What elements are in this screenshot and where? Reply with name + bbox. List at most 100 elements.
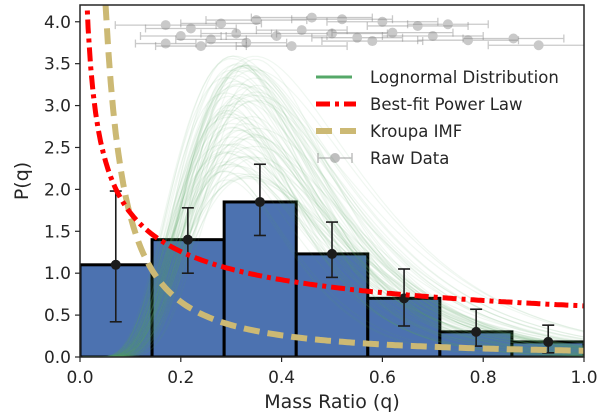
raw-data-point-23 [321,36,424,47]
lognormal-curve [82,170,584,357]
raw-data-marker [241,37,252,48]
legend-label-raw-data: Raw Data [370,149,449,168]
lognormal-curve [82,151,584,357]
x-tick-label-2: 0.2 [167,368,194,388]
kroupa-imf-line [102,5,584,354]
raw-data-marker [533,40,544,51]
lognormal-curve [82,69,584,357]
raw-data-marker [427,31,438,42]
lognormal-curve [82,57,584,357]
raw-data-point-17 [331,27,454,38]
lognormal-curve [82,110,584,357]
lognormal-curve [82,76,584,357]
legend-label-power-law: Best-fit Power Law [370,95,523,114]
lognormal-curve [82,86,584,357]
lognormal-curve [82,179,584,357]
lognormal-curve [82,77,584,357]
y-tick-label-6: 2.5 [44,138,71,158]
raw-data-point-24 [417,35,520,46]
lognormal-curve [82,143,584,357]
lognormal-curve [82,64,584,357]
x-tick-label-1: 0.0 [66,368,93,388]
lognormal-curve [82,83,584,357]
lognormal-curve [82,136,584,357]
raw-data-marker [327,28,337,39]
x-axis-label: Mass Ratio (q) [264,391,400,413]
raw-data-point-26 [487,40,584,51]
power-law-line [84,5,584,309]
legend: Lognormal Distribution Best-fit Power La… [316,68,559,168]
raw-data-point-4 [205,15,308,26]
lognormal-curve [82,112,584,357]
y-tick-label-7: 3.0 [44,97,71,117]
raw-data-point-6 [291,14,394,25]
lognormal-curve [82,85,584,357]
raw-data-marker [231,28,242,39]
y-tick-label-4: 1.5 [44,222,71,242]
raw-data-point-8 [366,20,469,31]
raw-data-point-22 [235,41,348,52]
lognormal-curve [82,65,584,357]
raw-data-point-21 [205,37,288,48]
raw-data-marker [251,15,262,26]
x-tick-label-6: 1.0 [570,368,597,388]
lognormal-curve [82,109,584,357]
raw-data-point-14 [255,25,348,36]
raw-data-marker [271,31,282,42]
lognormal-curve [82,83,584,357]
raw-data-marker [387,27,398,38]
raw-data-point-11 [175,34,247,45]
lognormal-curve [82,91,584,357]
raw-data-marker [160,20,171,31]
lognormal-curve [82,113,584,357]
raw-data-marker [216,18,227,29]
lognormal-curve [82,67,584,357]
lognormal-curve [82,150,584,357]
lognormal-curve [82,84,584,357]
y-tick-label-9: 4.0 [44,13,71,33]
lognormal-curve [82,116,584,357]
raw-data-points [114,12,584,52]
lognormal-curve [82,136,584,357]
lognormal-curve [82,126,584,357]
raw-data-marker [508,33,519,44]
raw-data-point-18 [381,31,484,42]
lognormal-curve [82,116,584,357]
x-tick-label-3: 0.4 [268,368,295,388]
raw-data-point-12 [200,28,273,39]
raw-data-point-13 [225,31,328,42]
lognormal-curve [82,146,584,357]
y-axis-label: P(q) [11,162,33,200]
lognormal-curve [82,133,584,357]
raw-data-point-2 [144,23,237,34]
lognormal-curve [82,122,584,357]
lognormal-curve [82,123,584,357]
lognormal-curve [82,163,584,357]
raw-data-marker [175,31,186,42]
lognormal-curve [82,155,584,357]
lognormal-curve [82,143,584,357]
lognormal-curve [82,172,584,357]
y-ticks: 0.0 0.5 1.0 1.5 2.0 2.5 3.0 3.5 4.0 [44,13,80,368]
lognormal-curve [82,134,584,357]
raw-data-marker [442,19,453,30]
raw-data-marker [185,23,196,34]
raw-data-marker [463,35,474,46]
lognormal-curve [82,97,584,357]
raw-data-point-3 [180,18,263,29]
y-tick-label-5: 2.0 [44,180,71,200]
lognormal-curve [82,55,584,357]
raw-data-point-15 [275,28,389,39]
lognormal-curve [82,95,584,357]
raw-data-point-19 [134,38,197,49]
plot-area [80,5,584,357]
lognormal-curve [82,100,584,357]
lognormal-curve [82,64,584,357]
lognormal-curve [82,80,584,357]
y-tick-label-1: 0.0 [44,348,71,368]
raw-data-marker [352,32,363,43]
lognormal-curve [82,58,584,357]
lognormal-curve [82,156,584,357]
histogram-point-7 [543,336,554,347]
